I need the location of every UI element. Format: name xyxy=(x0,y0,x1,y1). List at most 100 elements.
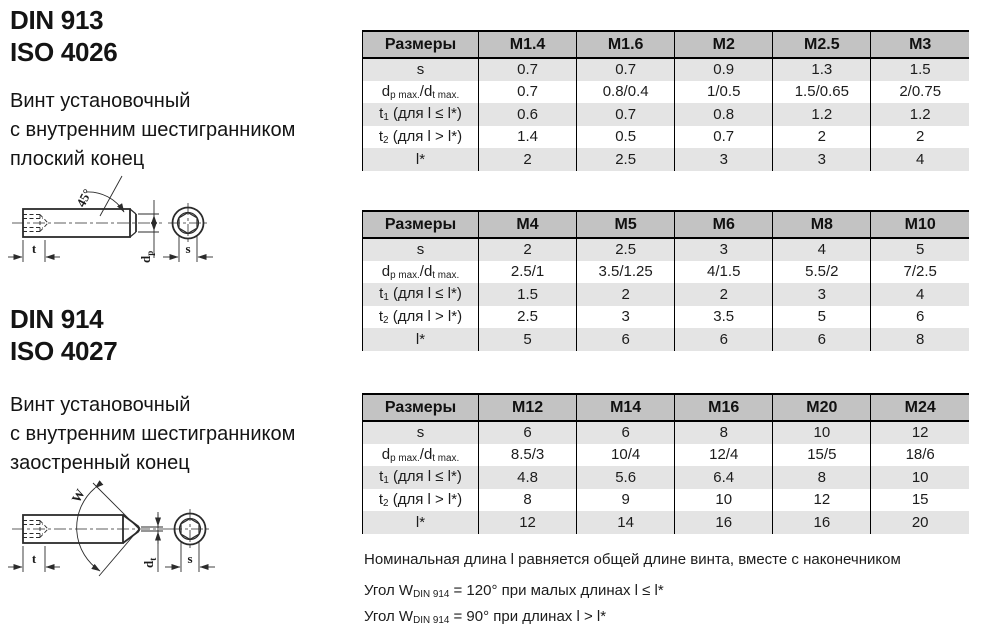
value-cell: 15 xyxy=(870,488,969,511)
value-cell: 2 xyxy=(772,125,871,148)
corner-header: Размеры xyxy=(362,394,479,422)
value-cell: 8 xyxy=(674,421,773,444)
text: Угол W xyxy=(364,608,414,626)
side-view: 45° t dp xyxy=(8,175,162,263)
table-row: dp max./dt max. 8.5/3 10/4 12/4 15/5 18/6 xyxy=(362,443,969,466)
text: Угол W xyxy=(364,582,414,599)
value-cell: 4 xyxy=(870,148,969,171)
description-din913: Винт установочный с внутренним шестигран… xyxy=(10,87,295,174)
text: t xyxy=(379,468,384,486)
subscript-text: 2 xyxy=(383,134,389,146)
table-row: t2 (для l > l*) 2.5 3 3.5 5 6 xyxy=(362,305,969,328)
table-row: s 0.7 0.7 0.9 1.3 1.5 xyxy=(362,58,969,81)
text: (для l ≤ l*) xyxy=(388,285,462,303)
subscript-text: 2 xyxy=(383,314,389,326)
row-label: dp max./dt max. xyxy=(362,260,479,283)
width-across-flats-dimension: s xyxy=(165,542,215,572)
subscript-text: t max. xyxy=(432,269,460,281)
standard-din: DIN 913 xyxy=(10,5,104,35)
value-cell: 0.7 xyxy=(576,58,675,81)
subscript-text: t max. xyxy=(432,89,460,101)
value-cell: 15/5 xyxy=(772,443,871,466)
row-label: l* xyxy=(362,328,479,351)
text: t xyxy=(378,307,384,325)
subscript-text: 1 xyxy=(383,475,389,487)
table-row: t2 (для l > l*) 8 9 10 12 15 xyxy=(362,488,969,511)
value-cell: 3.5 xyxy=(674,305,773,328)
table-row: s 2 2.5 3 4 5 xyxy=(362,238,969,261)
size-column-header: M1.6 xyxy=(576,31,675,59)
dimension-table-3: Размеры M12 M14 M16 M20 M24 s 6 6 8 10 12 dp max./dt… xyxy=(362,393,969,534)
cone-tip-diameter-dimension: dt xyxy=(141,512,163,572)
table-row: dp max./dt max. 0.7 0.8/0.4 1/0.5 1.5/0.65 2/… xyxy=(362,80,969,103)
size-column-header: M2 xyxy=(674,31,773,59)
text: = 90° при длинах l > l* xyxy=(449,608,607,626)
size-column-header: M16 xyxy=(674,394,773,422)
subscript-text: 1 xyxy=(383,112,389,124)
table-row: t1 (для l ≤ l*) 0.6 0.7 0.8 1.2 1.2 xyxy=(362,103,969,126)
size-column-header: M8 xyxy=(772,211,871,239)
angle-label: W xyxy=(68,486,87,505)
flat-point-diameter-dimension: dp xyxy=(138,200,159,263)
value-cell: 0.7 xyxy=(477,58,577,81)
text: t xyxy=(379,285,384,303)
value-cell: 8.5/3 xyxy=(477,443,577,466)
row-label: s xyxy=(362,238,479,261)
text: (для l > l*) xyxy=(388,127,463,145)
row-label: s xyxy=(362,421,479,444)
subscript-text: t max. xyxy=(432,452,460,464)
text: (для l > l*) xyxy=(388,307,463,325)
value-cell: 4/1.5 xyxy=(674,260,773,283)
size-column-header: M2.5 xyxy=(772,31,871,59)
value-cell: 10 xyxy=(870,466,969,489)
value-cell: 4.8 xyxy=(477,466,577,489)
text: d xyxy=(381,82,391,100)
description-din914: Винт установочный с внутренним шестигран… xyxy=(10,391,295,478)
value-cell: 5 xyxy=(477,328,577,351)
text: l* xyxy=(415,513,426,531)
value-cell: 3 xyxy=(674,148,773,171)
value-cell: 0.5 xyxy=(576,125,675,148)
value-cell: 6 xyxy=(772,328,871,351)
value-cell: 0.8 xyxy=(674,103,773,126)
hex-socket-hidden-lines xyxy=(23,214,49,232)
text: /d xyxy=(419,445,433,463)
value-cell: 1.4 xyxy=(477,125,577,148)
subscript-text: DIN 914 xyxy=(413,589,450,601)
value-cell: 0.8/0.4 xyxy=(576,80,675,103)
subscript-text: DIN 914 xyxy=(413,615,450,627)
size-column-header: M3 xyxy=(870,31,969,59)
text: = 120° при малых длинах l ≤ l* xyxy=(449,582,664,599)
value-cell: 1.5/0.65 xyxy=(772,80,871,103)
row-label: t1 (для l ≤ l*) xyxy=(362,103,479,126)
size-column-header: M4 xyxy=(477,211,577,239)
subscript-text: 1 xyxy=(383,292,389,304)
table-row: s 6 6 8 10 12 xyxy=(362,421,969,444)
set-screw-flat-point-drawing: 45° t dp xyxy=(8,175,213,263)
text: (для l > l*) xyxy=(388,490,463,508)
value-cell: 0.9 xyxy=(674,58,773,81)
set-screw-cone-point-drawing: W t dt xyxy=(8,480,215,577)
text: d xyxy=(381,262,391,280)
value-cell: 6.4 xyxy=(674,466,773,489)
depth-dimension-label: t xyxy=(32,241,37,256)
row-label: t2 (для l > l*) xyxy=(362,125,479,148)
value-cell: 12 xyxy=(772,488,871,511)
subscript-text: p max. xyxy=(390,89,420,101)
value-cell: 3 xyxy=(674,238,773,261)
value-cell: 12 xyxy=(477,511,577,534)
header-row: Размеры M1.4 M1.6 M2 M2.5 M3 xyxy=(362,31,969,59)
value-cell: 2/0.75 xyxy=(870,80,969,103)
value-cell: 0.7 xyxy=(477,80,577,103)
value-cell: 12/4 xyxy=(674,443,773,466)
value-cell: 1.2 xyxy=(772,103,871,126)
standard-iso: ISO 4027 xyxy=(10,336,118,366)
footnotes: Номинальная длина l равняется общей длин… xyxy=(364,550,901,628)
text: l* xyxy=(415,150,426,168)
value-cell: 10/4 xyxy=(576,443,675,466)
description-line: плоский конец xyxy=(10,148,145,170)
value-cell: 2.5 xyxy=(477,305,577,328)
row-label: s xyxy=(362,58,479,81)
note-nominal-length: Номинальная длина l равняется общей длин… xyxy=(364,551,901,568)
note-angle-120: Угол WDIN 914 = 120° при малых длинах l … xyxy=(364,581,901,604)
